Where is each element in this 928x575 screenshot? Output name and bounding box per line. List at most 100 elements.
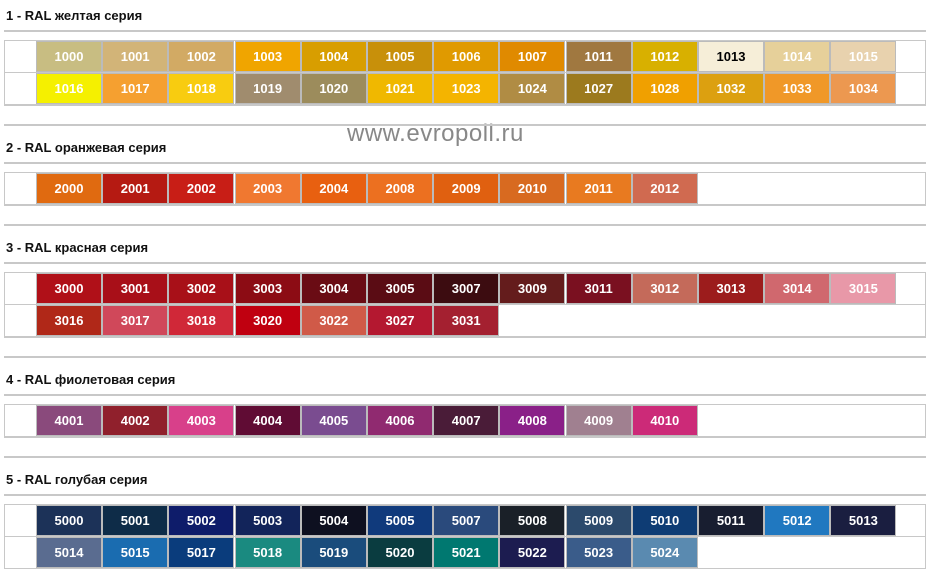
color-swatch: 5023 [565, 537, 632, 568]
rule [4, 30, 926, 32]
color-swatch: 2008 [367, 173, 433, 204]
section-title: 2 - RAL оранжевая серия [6, 140, 167, 155]
color-swatch: 1018 [168, 73, 235, 104]
section-title: 3 - RAL красная серия [6, 240, 149, 255]
color-swatch: 1014 [764, 41, 831, 72]
separator [4, 437, 926, 458]
color-swatch: 3018 [168, 305, 235, 336]
color-swatch: 5004 [300, 505, 367, 536]
color-swatch: 1034 [830, 73, 897, 104]
color-swatch: 1005 [367, 41, 433, 72]
color-swatch: 2012 [631, 173, 698, 204]
color-swatch: 1013 [698, 41, 764, 72]
rule [4, 162, 926, 164]
color-swatch: 2000 [36, 173, 102, 204]
color-swatch: 5011 [698, 505, 764, 536]
color-swatch: 3016 [36, 305, 102, 336]
color-swatch: 1011 [565, 41, 632, 72]
table-cell [4, 304, 37, 337]
table-cell [4, 404, 37, 437]
color-swatch: 1028 [631, 73, 698, 104]
color-swatch: 4003 [168, 405, 235, 436]
color-swatch: 1033 [764, 73, 831, 104]
color-swatch: 5009 [565, 505, 632, 536]
color-swatch: 3022 [300, 305, 367, 336]
color-swatch: 1027 [565, 73, 632, 104]
separator [4, 205, 926, 226]
color-swatch: 1002 [168, 41, 235, 72]
color-swatch: 3015 [830, 273, 897, 304]
color-swatch: 3000 [36, 273, 102, 304]
color-swatch: 5015 [102, 537, 169, 568]
color-swatch: 4005 [300, 405, 367, 436]
color-swatch: 5022 [499, 537, 566, 568]
color-swatch: 5020 [367, 537, 433, 568]
color-swatch: 5002 [168, 505, 235, 536]
color-swatch: 3001 [102, 273, 169, 304]
section-title: 4 - RAL фиолетовая серия [6, 372, 176, 387]
color-swatch: 3003 [234, 273, 301, 304]
rule [4, 394, 926, 396]
color-swatch: 1001 [102, 41, 169, 72]
color-swatch: 1024 [499, 73, 566, 104]
section-title: 1 - RAL желтая серия [6, 8, 143, 23]
color-swatch: 3013 [698, 273, 764, 304]
color-swatch: 2003 [234, 173, 301, 204]
color-swatch: 1012 [631, 41, 698, 72]
color-swatch: 1015 [830, 41, 897, 72]
color-swatch: 1003 [234, 41, 301, 72]
color-swatch: 2002 [168, 173, 235, 204]
color-swatch: 5013 [830, 505, 897, 536]
color-swatch: 2001 [102, 173, 169, 204]
color-swatch: 5014 [36, 537, 102, 568]
color-swatch: 4006 [367, 405, 433, 436]
table-cell [4, 272, 37, 305]
color-swatch: 5000 [36, 505, 102, 536]
color-swatch: 3009 [499, 273, 566, 304]
color-swatch: 4007 [433, 405, 500, 436]
color-swatch: 3004 [300, 273, 367, 304]
color-swatch: 5007 [433, 505, 500, 536]
color-swatch: 1021 [367, 73, 433, 104]
color-swatch: 1017 [102, 73, 169, 104]
color-swatch: 1019 [234, 73, 301, 104]
color-swatch: 5012 [764, 505, 831, 536]
color-swatch: 3002 [168, 273, 235, 304]
color-swatch: 5017 [168, 537, 235, 568]
color-swatch: 4002 [102, 405, 169, 436]
color-swatch: 1004 [300, 41, 367, 72]
color-swatch: 5010 [631, 505, 698, 536]
color-swatch: 3017 [102, 305, 169, 336]
color-swatch: 2010 [499, 173, 566, 204]
table-cell [4, 40, 37, 73]
color-swatch: 2011 [565, 173, 632, 204]
color-swatch: 5003 [234, 505, 301, 536]
color-swatch: 1007 [499, 41, 566, 72]
color-swatch: 5001 [102, 505, 169, 536]
color-swatch: 1000 [36, 41, 102, 72]
color-swatch: 5005 [367, 505, 433, 536]
color-swatch: 5008 [499, 505, 566, 536]
color-swatch: 3007 [433, 273, 500, 304]
table-cell [4, 172, 37, 205]
table-cell [4, 504, 37, 537]
color-swatch: 3020 [234, 305, 301, 336]
table-cell [4, 536, 37, 569]
rule [4, 494, 926, 496]
color-swatch: 4008 [499, 405, 566, 436]
rule [4, 262, 926, 264]
separator [4, 105, 926, 126]
color-swatch: 5018 [234, 537, 301, 568]
color-swatch: 2009 [433, 173, 500, 204]
color-swatch: 1016 [36, 73, 102, 104]
color-swatch: 4009 [565, 405, 632, 436]
color-swatch: 1020 [300, 73, 367, 104]
color-swatch: 2004 [300, 173, 367, 204]
color-swatch: 3014 [764, 273, 831, 304]
color-swatch: 4004 [234, 405, 301, 436]
color-swatch: 1023 [433, 73, 500, 104]
color-swatch: 3012 [631, 273, 698, 304]
color-swatch: 1032 [698, 73, 764, 104]
section-title: 5 - RAL голубая серия [6, 472, 148, 487]
color-swatch: 3005 [367, 273, 433, 304]
